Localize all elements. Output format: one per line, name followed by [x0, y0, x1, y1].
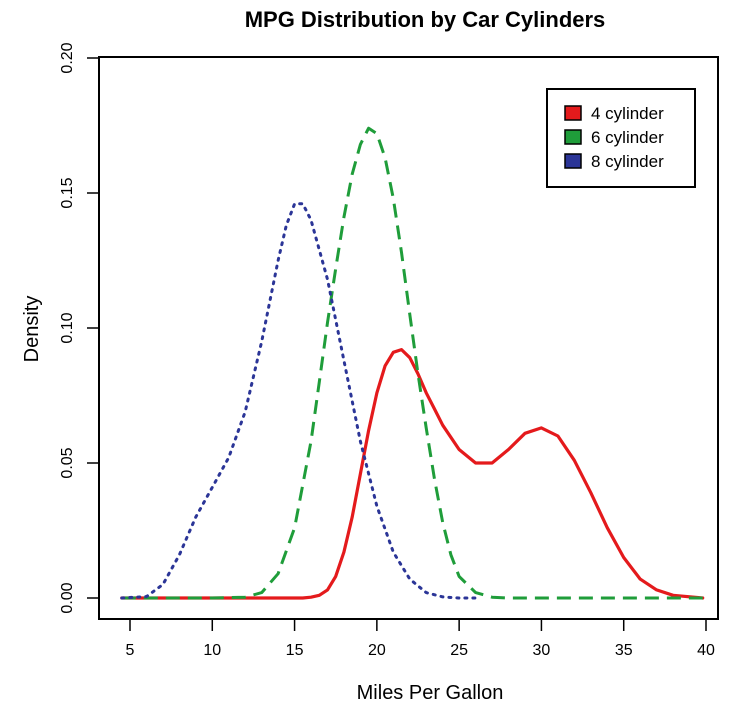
x-tick-label: 30 — [533, 642, 551, 659]
x-tick-label: 10 — [203, 642, 221, 659]
x-tick-label: 5 — [126, 642, 135, 659]
x-tick-label: 25 — [450, 642, 468, 659]
y-axis: 0.00 0.05 0.10 0.15 0.20 — [59, 42, 100, 614]
legend-swatch — [564, 105, 582, 121]
x-tick-label: 20 — [368, 642, 386, 659]
legend-swatch — [564, 153, 582, 169]
y-tick-label: 0.15 — [59, 177, 76, 208]
y-axis-label: Density — [21, 296, 43, 363]
x-tick-label: 40 — [697, 642, 715, 659]
series-layer — [120, 126, 705, 600]
x-tick-label: 35 — [615, 642, 633, 659]
y-tick-label: 0.20 — [59, 42, 76, 73]
legend-label: 6 cylinder — [591, 128, 664, 147]
legend-label: 4 cylinder — [591, 104, 664, 123]
x-axis-label: Miles Per Gallon — [357, 682, 504, 704]
x-axis: 5 10 15 20 25 30 35 40 — [126, 618, 715, 659]
legend-label: 8 cylinder — [591, 152, 664, 171]
chart-title: MPG Distribution by Car Cylinders — [245, 7, 606, 32]
legend-swatch — [564, 129, 582, 145]
series-line-4-cylinder — [120, 348, 705, 600]
y-tick-label: 0.05 — [59, 447, 76, 478]
x-tick-label: 15 — [286, 642, 304, 659]
y-tick-label: 0.00 — [59, 582, 76, 613]
series-line-8-cylinder — [120, 202, 478, 600]
y-tick-label: 0.10 — [59, 312, 76, 343]
series-line-6-cylinder — [121, 126, 703, 600]
legend: 4 cylinder 6 cylinder 8 cylinder — [546, 88, 696, 188]
